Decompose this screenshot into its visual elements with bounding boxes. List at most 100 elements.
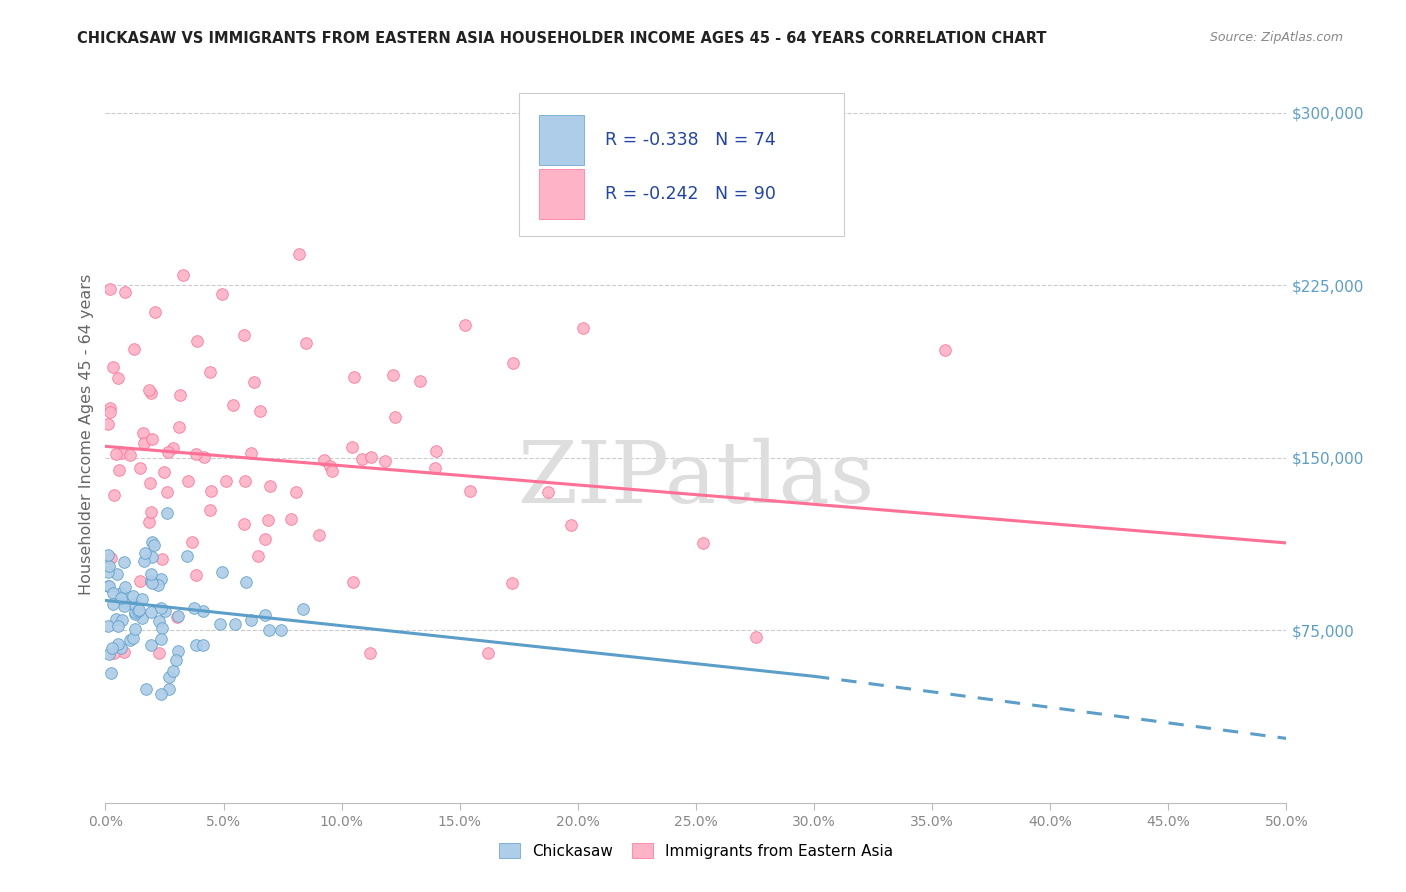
Point	[193, 604, 215, 618]
Point	[139, 385, 162, 400]
Point	[134, 545, 156, 559]
Text: R = -0.338   N = 74: R = -0.338 N = 74	[605, 131, 776, 149]
Point	[134, 435, 156, 450]
Point	[342, 574, 364, 589]
Point	[211, 286, 233, 301]
Point	[692, 536, 714, 550]
Point	[103, 488, 125, 502]
Point	[150, 552, 173, 566]
Point	[100, 666, 122, 681]
Point	[233, 475, 256, 489]
Point	[200, 503, 222, 517]
Point	[193, 450, 215, 464]
Point	[321, 464, 343, 478]
Point	[240, 613, 263, 627]
Point	[167, 644, 190, 658]
Legend: Chickasaw, Immigrants from Eastern Asia: Chickasaw, Immigrants from Eastern Asia	[492, 838, 900, 865]
Point	[139, 638, 162, 652]
Point	[572, 320, 595, 334]
Point	[374, 454, 396, 468]
Point	[145, 305, 167, 319]
Point	[112, 645, 135, 659]
Point	[308, 528, 330, 542]
Point	[156, 507, 179, 521]
Point	[350, 452, 373, 467]
Point	[560, 518, 582, 533]
Point	[176, 474, 198, 488]
Point	[138, 515, 160, 529]
Text: R = -0.242   N = 90: R = -0.242 N = 90	[605, 186, 776, 203]
Point	[97, 565, 120, 579]
Point	[122, 342, 145, 356]
Point	[291, 602, 314, 616]
Point	[129, 574, 152, 588]
Point	[148, 614, 170, 628]
Point	[284, 485, 307, 500]
Point	[149, 632, 172, 646]
Point	[105, 566, 128, 581]
Point	[105, 612, 128, 626]
Point	[934, 343, 956, 357]
Point	[198, 365, 221, 379]
Point	[114, 285, 136, 299]
Point	[150, 621, 173, 635]
Point	[501, 575, 523, 590]
Point	[167, 609, 190, 624]
Point	[152, 465, 174, 479]
Point	[211, 565, 233, 579]
Point	[423, 461, 446, 475]
Point	[127, 604, 149, 618]
Point	[103, 646, 125, 660]
Point	[259, 479, 281, 493]
Point	[111, 613, 134, 627]
Point	[208, 617, 231, 632]
Point	[360, 450, 382, 464]
Point	[233, 327, 256, 342]
Point	[744, 630, 766, 644]
Point	[97, 548, 120, 562]
Point	[132, 426, 155, 441]
Point	[98, 405, 121, 419]
Point	[143, 539, 166, 553]
Point	[408, 374, 430, 388]
Point	[129, 460, 152, 475]
Point	[141, 535, 163, 549]
Point	[101, 586, 124, 600]
Point	[295, 336, 318, 351]
Point	[122, 597, 145, 611]
Point	[249, 404, 271, 418]
Point	[191, 638, 214, 652]
Point	[97, 417, 120, 432]
Text: CHICKASAW VS IMMIGRANTS FROM EASTERN ASIA HOUSEHOLDER INCOME AGES 45 - 64 YEARS : CHICKASAW VS IMMIGRANTS FROM EASTERN ASI…	[77, 31, 1047, 46]
Text: ZIPatlas: ZIPatlas	[517, 437, 875, 521]
Point	[124, 605, 146, 619]
Point	[139, 475, 162, 490]
Point	[502, 356, 524, 370]
Point	[257, 624, 280, 638]
Point	[280, 512, 302, 526]
Point	[131, 610, 153, 624]
Point	[149, 687, 172, 701]
Point	[139, 566, 162, 581]
Point	[139, 505, 162, 519]
Point	[141, 432, 163, 446]
Point	[425, 444, 447, 458]
Point	[384, 410, 406, 425]
Point	[149, 601, 172, 615]
Point	[146, 578, 169, 592]
Point	[101, 597, 124, 611]
Point	[97, 579, 120, 593]
Point	[121, 589, 143, 603]
Point	[165, 653, 187, 667]
Point	[124, 622, 146, 636]
Point	[97, 579, 120, 593]
Point	[114, 580, 136, 594]
FancyBboxPatch shape	[538, 169, 583, 219]
Point	[319, 458, 342, 473]
Point	[288, 247, 311, 261]
Point	[128, 603, 150, 617]
Point	[340, 440, 363, 454]
Point	[141, 574, 163, 588]
Point	[156, 484, 179, 499]
Point	[157, 682, 180, 697]
